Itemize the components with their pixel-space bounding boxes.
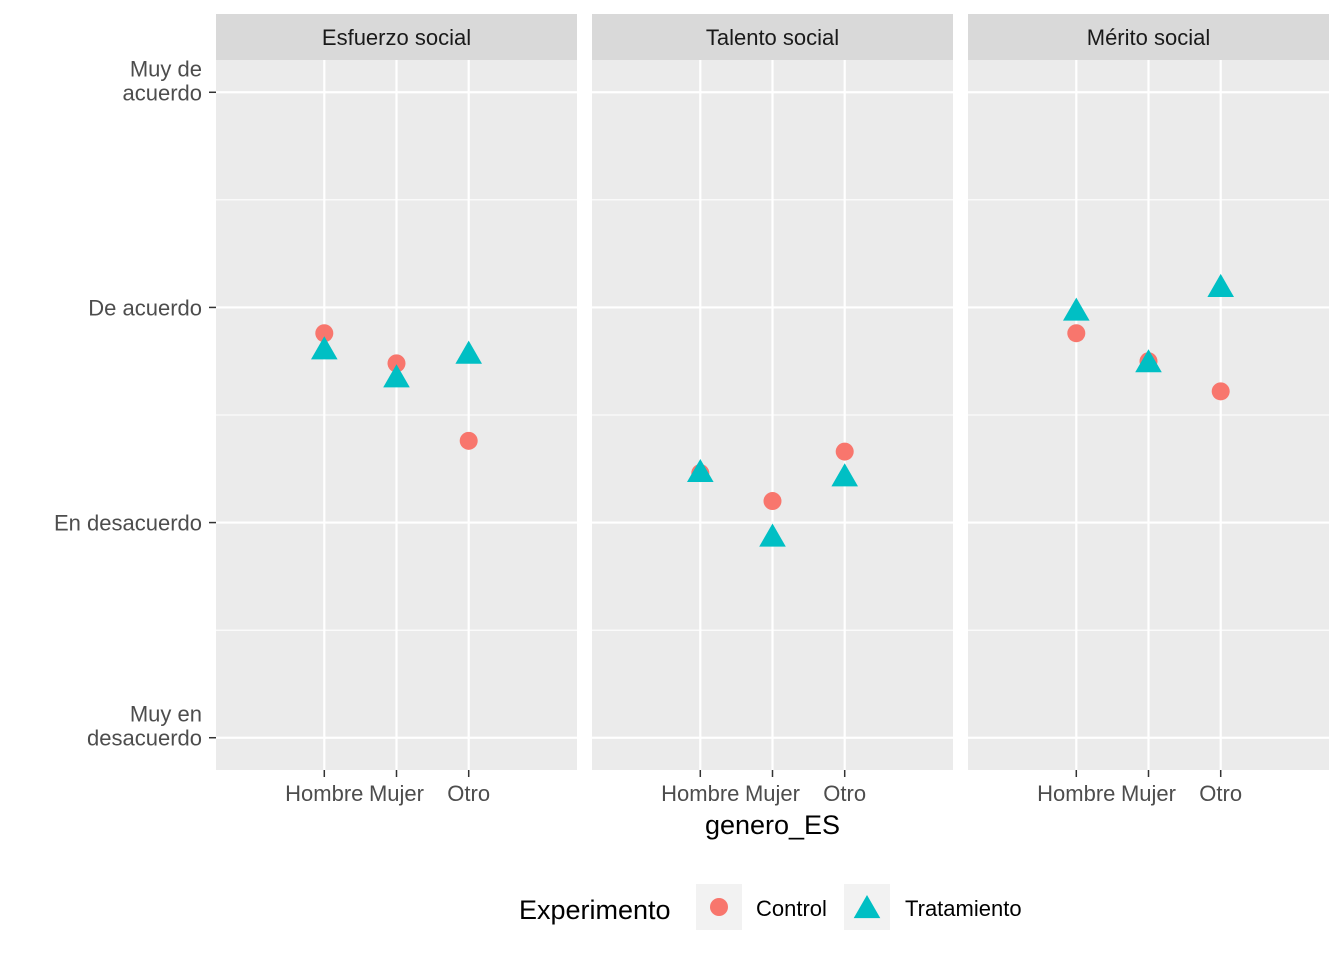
y-tick-label-en-desacuerdo: En desacuerdo [54, 511, 202, 536]
point-tratamiento-merito-social-mujer [1135, 349, 1162, 373]
point-tratamiento-merito-social-otro [1207, 273, 1234, 298]
x-tick-label-otro: Otro [823, 781, 866, 806]
point-tratamiento-esfuerzo-social-otro [455, 340, 482, 364]
x-tick-label-mujer: Mujer [369, 781, 424, 806]
facet-strip-esfuerzo-social [216, 14, 577, 60]
x-tick-label-hombre: Hombre [285, 781, 363, 806]
x-axis-title: genero_ES [705, 810, 840, 840]
point-tratamiento-talento-social-hombre [687, 458, 714, 483]
point-tratamiento-merito-social-hombre [1063, 297, 1090, 321]
legend-symbol-control [710, 898, 728, 916]
facet-title-esfuerzo-social: Esfuerzo social [322, 25, 471, 50]
y-tick-label-de-acuerdo: De acuerdo [88, 295, 202, 320]
x-tick-label-mujer: Mujer [745, 781, 800, 806]
x-tick-label-otro: Otro [1199, 781, 1242, 806]
facet-title-merito-social: Mérito social [1087, 25, 1210, 50]
y-tick-label-muy-en-desacuerdo: desacuerdo [87, 726, 202, 751]
point-control-merito-social-hombre [1067, 324, 1086, 343]
point-tratamiento-talento-social-otro [831, 463, 858, 487]
legend-title: Experimento [519, 895, 671, 925]
x-tick-label-hombre: Hombre [661, 781, 739, 806]
point-tratamiento-talento-social-mujer [759, 523, 786, 547]
facet-strip-merito-social [968, 14, 1329, 60]
x-tick-label-mujer: Mujer [1121, 781, 1176, 806]
point-tratamiento-esfuerzo-social-hombre [311, 336, 338, 360]
legend-label-control: Control [756, 896, 827, 921]
x-tick-label-hombre: Hombre [1037, 781, 1115, 806]
point-control-esfuerzo-social-mujer [387, 354, 406, 373]
y-tick-label-muy-de-acuerdo: acuerdo [122, 80, 202, 105]
x-tick-label-otro: Otro [447, 781, 490, 806]
facet-strip-talento-social [592, 14, 953, 60]
point-control-esfuerzo-social-hombre [315, 324, 334, 343]
facet-title-talento-social: Talento social [706, 25, 839, 50]
point-control-esfuerzo-social-otro [459, 431, 478, 450]
y-tick-label-muy-en-desacuerdo: Muy en [130, 702, 202, 727]
point-control-merito-social-otro [1211, 382, 1230, 401]
point-control-talento-social-otro [835, 442, 854, 461]
point-tratamiento-esfuerzo-social-mujer [383, 364, 410, 388]
point-control-talento-social-mujer [763, 492, 782, 511]
legend-symbol-tratamiento [853, 895, 881, 919]
legend-label-tratamiento: Tratamiento [905, 896, 1022, 921]
y-tick-label-muy-de-acuerdo: Muy de [130, 56, 202, 81]
